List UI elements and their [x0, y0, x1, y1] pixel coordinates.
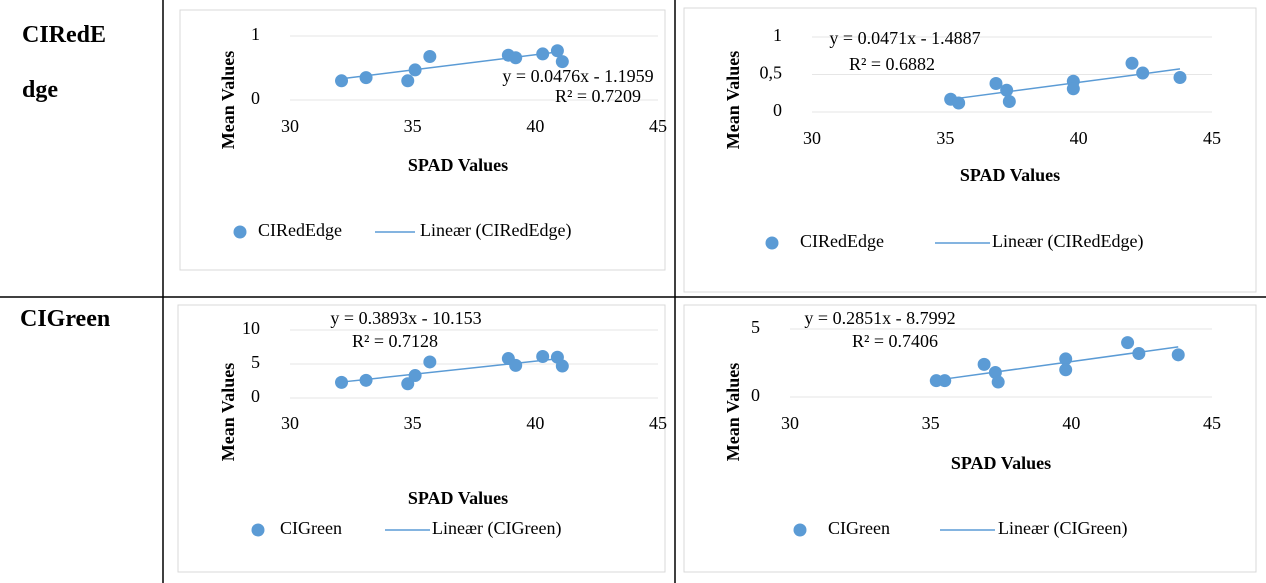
chart-frame [683, 7, 1257, 293]
trend-equation: y = 0.0471x - 1.4887 [829, 28, 980, 48]
x-tick-label: 30 [803, 128, 821, 148]
legend-label: CIRedEdge [800, 231, 884, 251]
y-tick-label: 0 [251, 386, 260, 406]
legend-label: CIGreen [828, 518, 890, 538]
y-tick-label: 1 [251, 24, 260, 44]
data-point [509, 358, 523, 372]
x-axis-label: SPAD Values [408, 488, 508, 508]
legend-label: Lineær (CIGreen) [998, 518, 1127, 539]
data-point [408, 369, 422, 383]
data-point [555, 359, 569, 373]
x-tick-label: 40 [526, 413, 544, 433]
y-tick-label: 0 [773, 100, 782, 120]
legend-label: Lineær (CIGreen) [432, 518, 561, 539]
legend-label: Lineær (CIRedEdge) [420, 220, 571, 241]
data-point [550, 44, 564, 58]
y-tick-label: 5 [751, 317, 760, 337]
trendline [341, 50, 563, 80]
data-point [555, 55, 569, 69]
x-tick-label: 35 [922, 413, 940, 433]
data-point [408, 63, 422, 77]
chart-frame [177, 304, 666, 573]
trend-equation: y = 0.3893x - 10.153 [330, 308, 481, 328]
data-point [1173, 71, 1187, 84]
legend-label: Lineær (CIRedEdge) [992, 231, 1143, 252]
y-tick-label: 5 [251, 352, 260, 372]
y-axis-label: Mean Values [723, 363, 743, 462]
x-tick-label: 40 [526, 116, 544, 136]
legend-label: CIGreen [280, 518, 342, 538]
data-point [1125, 56, 1139, 70]
legend-marker [251, 523, 265, 537]
x-tick-label: 45 [1203, 128, 1221, 148]
y-tick-label: 10 [242, 318, 260, 338]
data-point [423, 49, 437, 63]
data-point [1136, 66, 1150, 80]
x-tick-label: 40 [1062, 413, 1080, 433]
legend-marker [793, 523, 807, 537]
trend-r2: R² = 0.7128 [352, 331, 438, 351]
data-point [335, 375, 349, 389]
y-tick-label: 1 [773, 25, 782, 45]
row-label: CIGreen [20, 306, 111, 332]
legend-marker [765, 236, 779, 250]
y-tick-label: 0 [251, 88, 260, 108]
trend-equation: y = 0.2851x - 8.7992 [804, 308, 955, 328]
data-point [423, 355, 437, 369]
x-tick-label: 30 [281, 413, 299, 433]
trend-r2: R² = 0.7209 [555, 86, 641, 106]
data-point [401, 74, 415, 88]
chart-frame [683, 304, 1257, 573]
data-point [938, 374, 952, 388]
x-tick-label: 30 [781, 413, 799, 433]
data-point [1000, 83, 1014, 97]
x-axis-label: SPAD Values [960, 165, 1060, 185]
x-tick-label: 40 [1070, 128, 1088, 148]
data-point [536, 350, 550, 364]
x-tick-label: 35 [404, 116, 422, 136]
trend-r2: R² = 0.6882 [849, 54, 935, 74]
data-point [989, 77, 1003, 90]
x-tick-label: 35 [936, 128, 954, 148]
row-label: CIRedEdge [22, 22, 107, 103]
data-point [536, 47, 550, 61]
legend-label: CIRedEdge [258, 220, 342, 240]
y-axis-label: Mean Values [723, 51, 743, 150]
trend-equation: y = 0.0476x - 1.1959 [502, 66, 653, 86]
y-axis-label: Mean Values [218, 363, 238, 462]
y-tick-label: 0,5 [760, 63, 783, 83]
data-point [1121, 336, 1135, 350]
y-axis-label: Mean Values [218, 51, 238, 150]
data-point [359, 373, 373, 387]
legend-marker [233, 225, 247, 239]
chart-frame [179, 9, 666, 271]
data-point [991, 375, 1005, 389]
data-point [1171, 348, 1185, 362]
x-tick-label: 45 [649, 116, 667, 136]
trendline [341, 357, 563, 383]
x-tick-label: 45 [649, 413, 667, 433]
data-point [1002, 95, 1016, 108]
data-point [1066, 82, 1080, 96]
data-point [509, 51, 523, 65]
x-tick-label: 35 [404, 413, 422, 433]
x-tick-label: 30 [281, 116, 299, 136]
x-axis-label: SPAD Values [951, 453, 1051, 473]
x-axis-label: SPAD Values [408, 155, 508, 175]
y-tick-label: 0 [751, 385, 760, 405]
data-point [952, 96, 966, 110]
data-point [335, 74, 349, 88]
data-point [1059, 363, 1073, 377]
trend-r2: R² = 0.7406 [852, 331, 938, 351]
data-point [359, 71, 373, 85]
x-tick-label: 45 [1203, 413, 1221, 433]
data-point [977, 357, 991, 371]
data-point [1059, 352, 1073, 366]
data-point [1132, 346, 1146, 360]
